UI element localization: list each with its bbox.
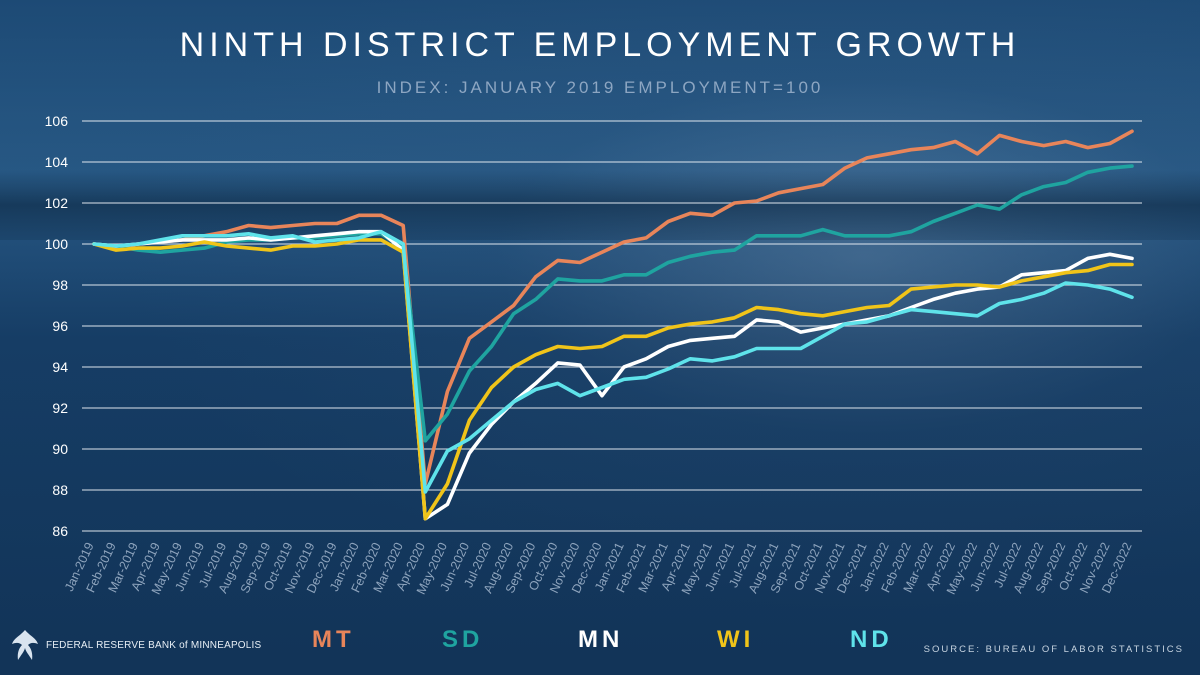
y-tick-label: 86 <box>52 523 68 539</box>
fed-logo-text: FEDERAL RESERVE BANK of MINNEAPOLIS <box>46 639 262 651</box>
eagle-icon <box>12 630 38 660</box>
legend-mt: MT <box>312 626 355 653</box>
source-note: SOURCE: BUREAU OF LABOR STATISTICS <box>923 644 1184 655</box>
series-line-mn <box>92 229 1134 521</box>
y-tick-label: 104 <box>45 154 69 170</box>
legend-mn: MN <box>578 626 624 653</box>
series-line-wi <box>92 238 1134 521</box>
background-treeline <box>0 170 1200 240</box>
legend-nd: ND <box>850 626 893 653</box>
y-tick-label: 94 <box>52 359 68 375</box>
series-line-sd <box>92 164 1134 443</box>
y-tick-label: 98 <box>52 277 68 293</box>
y-tick-label: 100 <box>45 236 69 252</box>
y-tick-label: 92 <box>52 400 68 416</box>
y-tick-label: 90 <box>52 441 68 457</box>
series-line-mt <box>92 129 1134 486</box>
fed-logo: FEDERAL RESERVE BANK of MINNEAPOLIS <box>10 628 261 662</box>
y-tick-label: 96 <box>52 318 68 334</box>
legend-sd: SD <box>442 626 484 653</box>
y-tick-label: 88 <box>52 482 68 498</box>
y-tick-label: 106 <box>45 113 69 129</box>
series-line-nd <box>92 229 1134 494</box>
y-tick-label: 102 <box>45 195 69 211</box>
chart-subtitle: INDEX: JANUARY 2019 EMPLOYMENT=100 <box>376 78 824 97</box>
legend-wi: WI <box>717 626 755 653</box>
chart-title: NINTH DISTRICT EMPLOYMENT GROWTH <box>179 26 1021 64</box>
